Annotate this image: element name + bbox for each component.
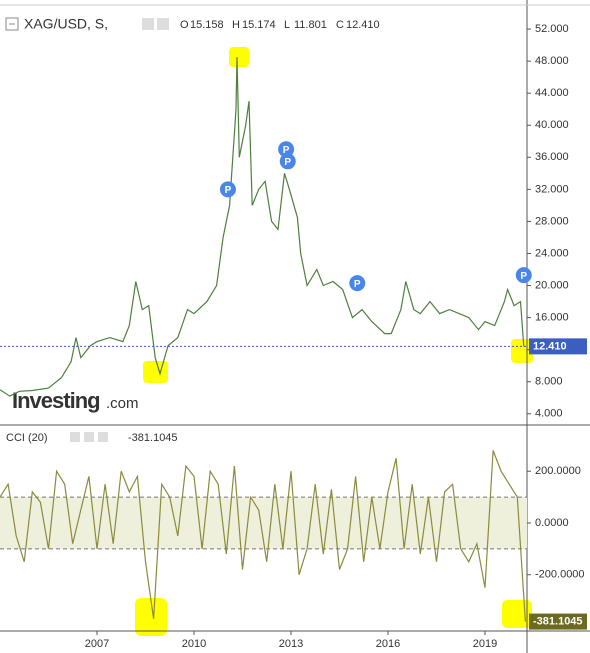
symbol-title: XAG/USD, S, — [24, 16, 108, 32]
y-tick-label: 28.000 — [535, 215, 569, 227]
event-marker — [278, 141, 295, 158]
last-value-box — [529, 613, 587, 630]
ohlc-name: H — [232, 19, 240, 31]
y-tick-label: 200.0000 — [535, 465, 581, 477]
x-tick-label: 2010 — [182, 638, 206, 650]
series-line — [0, 450, 526, 622]
highlight — [135, 598, 167, 636]
x-tick-label: 2016 — [376, 638, 400, 650]
event-marker-label: P — [225, 185, 232, 196]
icon[interactable] — [84, 432, 94, 442]
indicator-value: -381.1045 — [128, 432, 178, 444]
y-tick-label: 16.000 — [535, 312, 569, 324]
watermark: Investing — [12, 388, 100, 413]
ohlc-value: 15.174 — [242, 19, 276, 31]
ohlc-name: O — [180, 19, 189, 31]
indicator-title: CCI (20) — [6, 432, 48, 444]
collapse-icon[interactable] — [5, 17, 19, 31]
x-tick-label: 2013 — [279, 638, 303, 650]
series-line — [0, 57, 525, 397]
y-tick-label: 40.000 — [535, 119, 569, 131]
last-value-label: 12.410 — [533, 340, 567, 352]
y-tick-label: 24.000 — [535, 247, 569, 259]
highlight — [143, 361, 168, 383]
watermark: .com — [106, 395, 139, 412]
icon[interactable] — [98, 432, 108, 442]
last-value-box — [529, 338, 587, 355]
y-tick-label: 32.000 — [535, 183, 569, 195]
event-marker — [515, 267, 532, 284]
last-value-label: -381.1045 — [533, 615, 583, 627]
event-marker — [279, 153, 296, 170]
event-marker-label: P — [283, 145, 290, 156]
event-marker — [219, 181, 236, 198]
event-marker-label: P — [284, 157, 291, 168]
icon[interactable] — [142, 18, 154, 30]
y-tick-label: 44.000 — [535, 87, 569, 99]
event-marker-label: P — [520, 271, 527, 282]
y-tick-label: 0.0000 — [535, 517, 569, 529]
x-tick-label: 2007 — [85, 638, 109, 650]
y-tick-label: 36.000 — [535, 151, 569, 163]
ohlc-name: L — [284, 19, 290, 31]
ohlc-value: 12.410 — [346, 19, 380, 31]
ohlc-name: C — [336, 19, 344, 31]
y-tick-label: 20.000 — [535, 279, 569, 291]
icon[interactable] — [157, 18, 169, 30]
y-tick-label: 48.000 — [535, 55, 569, 67]
event-marker-label: P — [354, 279, 361, 290]
x-tick-label: 2019 — [473, 638, 497, 650]
icon[interactable] — [70, 432, 80, 442]
y-tick-label: 4.000 — [535, 408, 563, 420]
y-tick-label: -200.0000 — [535, 569, 585, 581]
highlight — [229, 47, 249, 67]
ohlc-value: 15.158 — [190, 19, 224, 31]
event-marker — [349, 275, 366, 292]
y-tick-label: 8.000 — [535, 376, 563, 388]
ohlc-value: 11.801 — [294, 19, 327, 31]
y-tick-label: 52.000 — [535, 23, 569, 35]
